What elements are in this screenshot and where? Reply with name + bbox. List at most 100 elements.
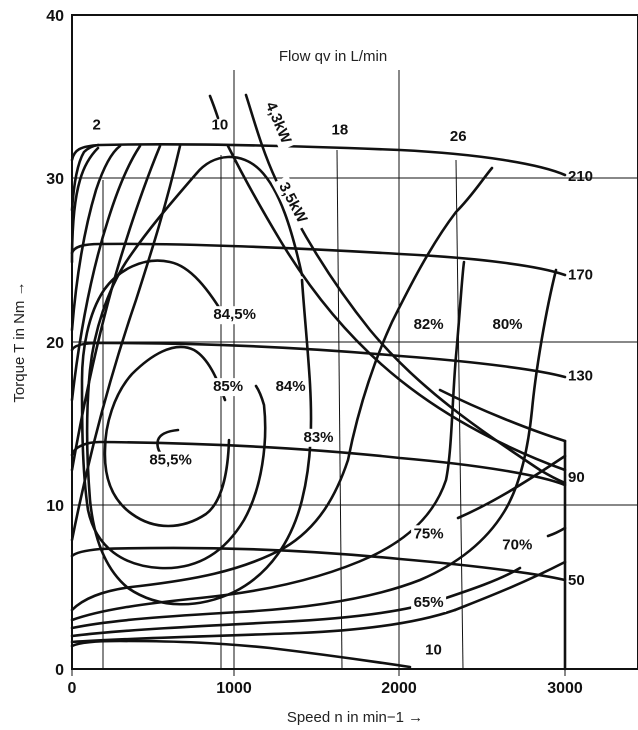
power-curve-3-5kw [208,94,220,120]
y-tick-30: 30 [46,171,64,188]
flow-label-2-group: 18 [332,121,349,138]
efficiency-label-0-background [144,451,198,470]
contour-83 [70,166,494,612]
efficiency-label-4-group: 83% [301,428,336,447]
efficiency-label-2: 84,5% [213,306,256,323]
x-tick-2000: 2000 [381,680,417,697]
efficiency-label-8-group: 70% [499,536,535,555]
efficiency-label-8: 70% [502,537,532,554]
flow-label-2: 18 [332,121,349,138]
x-tick-0: 0 [68,680,77,697]
contour-85 [103,345,231,528]
efficiency-labels: 85,5% 85% 84,5% 84% 83% 82% 80% 75% 70% 65% [144,306,535,612]
flow-label-1-group: 10 [212,116,229,133]
pressure-label-50: 50 [568,572,585,589]
contour-84-5 [80,259,267,570]
efficiency-label-9-background [411,594,447,612]
efficiency-label-9-group: 65% [411,594,447,612]
flow-label-4: 10 [425,641,442,658]
y-tick-20: 20 [46,335,64,352]
flow-label-4-group: 10 [420,641,447,660]
y-tick-10: 10 [46,498,64,515]
power-label-0: 4,3kW [262,99,295,146]
flow-lines [102,149,464,670]
efficiency-label-7-group: 75% [411,525,447,544]
boundary-curve-right [438,388,567,443]
subtitle-background [258,40,408,70]
flow-label-1: 10 [212,116,229,133]
power-label-1-group: 3,5kW [272,175,313,231]
fan-line-5 [70,144,182,542]
efficiency-label-3-group: 84% [273,378,309,397]
fan-line-3 [70,144,142,402]
contour-84 [85,155,313,606]
contour-65-right [453,560,567,612]
pressure-labels: 210 170 130 90 50 [568,168,593,589]
efficiency-label-0-group: 85,5% [144,451,198,470]
efficiency-label-5-group: 82% [411,316,447,334]
torque-curve-170 [70,242,567,277]
torque-curve-10 [70,639,412,669]
contour-70-right [546,526,567,538]
efficiency-label-1: 85% [213,378,243,395]
torque-curves [70,143,567,669]
power-labels: 4,3kW 3,5kW [259,95,313,231]
flow-label-4-background [420,641,447,660]
efficiency-label-9: 65% [414,594,444,611]
flow-curve-2 [70,143,100,212]
pressure-label-90: 90 [568,469,585,486]
efficiency-label-5-background [411,316,447,334]
grid-lines [72,70,638,669]
torque-curve-130 [70,341,567,379]
power-label-1-background [272,175,313,231]
x-tick-labels: 0 1000 2000 3000 [68,680,583,697]
efficiency-label-1-background [210,378,246,397]
efficiency-label-6-group: 80% [490,316,525,334]
torque-curve-90 [70,440,567,487]
power-label-0-group: 4,3kW [259,95,297,151]
fan-line-2 [70,144,122,332]
pressure-label-170: 170 [568,266,593,283]
efficiency-label-0: 85,5% [149,452,192,469]
efficiency-label-7-background [411,525,447,544]
contour-65 [70,608,457,644]
y-tick-labels: 0 10 20 30 40 [46,8,64,679]
efficiency-label-4: 83% [303,429,333,446]
efficiency-label-6-background [490,316,525,334]
efficiency-label-2-background [208,306,262,325]
efficiency-label-3: 84% [276,378,306,395]
flow-label-3-group: 26 [450,128,467,145]
y-tick-0: 0 [55,662,64,679]
efficiency-label-6: 80% [492,316,522,333]
flow-labels: 2 10 18 26 10 [93,116,467,660]
efficiency-label-8-background [499,536,535,555]
torque-curve-50 [70,546,567,582]
pressure-label-210: 210 [568,168,593,185]
efficiency-label-4-background [301,428,336,447]
power-label-0-background [259,95,297,151]
efficiency-label-2-group: 84,5% [208,306,262,325]
pressure-label-130: 130 [568,368,593,385]
efficiency-label-3-background [273,378,309,397]
efficiency-fan-lines [70,143,182,542]
contour-70 [70,566,522,638]
flow-label-0-group: 2 [93,116,101,133]
flow-label-3: 26 [450,128,467,145]
power-curve-3-5kw-main [226,144,567,472]
contour-80 [70,268,558,630]
right-boundary [438,388,567,671]
x-tick-3000: 3000 [547,680,583,697]
x-tick-1000: 1000 [216,680,252,697]
y-tick-40: 40 [46,8,64,25]
fan-line-4 [70,144,162,472]
efficiency-label-5: 82% [414,316,444,333]
x-axis-title: Speed n in min−1 → [287,709,423,726]
power-curve-4-3kw [244,93,567,485]
y-axis-title: Torque T in Nm → [11,281,28,402]
flow-label-0: 2 [93,116,101,133]
contour-82 [70,260,466,622]
power-curves [208,93,567,485]
plot-frame [71,14,638,670]
chart-subtitle: Flow qv in L/min [279,48,387,65]
